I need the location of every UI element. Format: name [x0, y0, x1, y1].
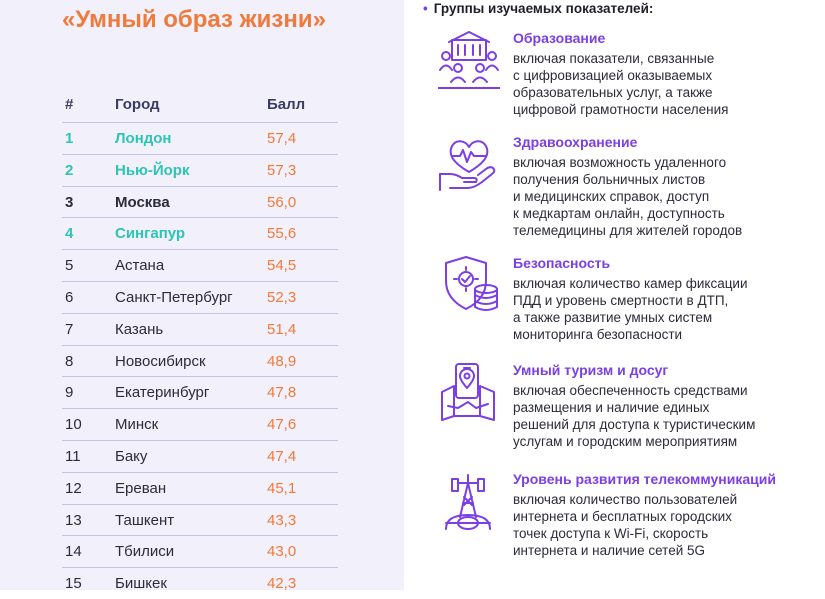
phone-map-pin-icon: [441, 363, 495, 421]
row-city: Казань: [115, 320, 164, 338]
row-num: 5: [65, 257, 74, 275]
table-row: 2 Нью-Йорк 57,3: [62, 153, 338, 186]
table-row: 13 Ташкент 43,3: [62, 503, 338, 536]
group-description: включая обеспеченность средствами размещ…: [513, 383, 756, 449]
row-num: 6: [65, 288, 74, 306]
row-num: 13: [65, 511, 82, 529]
row-score: 56,0: [267, 193, 297, 211]
row-score: 57,4: [267, 130, 297, 147]
row-city: Москва: [115, 193, 170, 211]
row-city: Новосибирск: [115, 352, 206, 370]
row-city: Баку: [115, 447, 148, 465]
row-score: 47,6: [267, 416, 297, 434]
groups-title-text: Группы изучаемых показателей:: [433, 1, 654, 16]
row-city: Нью-Йорк: [115, 161, 190, 179]
table-row: 11 Баку 47,4: [62, 439, 338, 472]
row-city: Минск: [115, 416, 159, 434]
row-score: 48,9: [267, 352, 297, 370]
row-score: 43,3: [267, 511, 297, 529]
row-num: 15: [65, 575, 82, 593]
group-title: Образование: [513, 30, 606, 46]
bullet-icon: •: [423, 1, 428, 16]
row-score: 47,8: [267, 384, 297, 402]
row-num: 2: [65, 161, 74, 179]
row-city: Лондон: [115, 130, 172, 147]
row-score: 51,4: [267, 320, 297, 338]
row-city: Екатеринбург: [115, 384, 210, 402]
row-score: 52,3: [267, 288, 297, 306]
table-row: 8 Новосибирск 48,9: [62, 344, 338, 377]
table-row: 7 Казань 51,4: [62, 312, 338, 345]
row-city: Ташкент: [115, 511, 175, 529]
row-num: 10: [65, 416, 82, 434]
row-num: 4: [65, 225, 74, 243]
group-description: включая показатели, связанные с цифровиз…: [513, 51, 729, 117]
group-telecom: Уровень развития телекоммуникаций включа…: [438, 471, 823, 571]
group-tourism: Умный туризм и досуг включая обеспеченно…: [438, 362, 823, 457]
row-num: 7: [65, 320, 74, 338]
table-row: 5 Астана 54,5: [62, 249, 338, 281]
ranking-panel: «Умный образ жизни» # Город Балл 1 Лондон…: [0, 0, 404, 592]
group-description: включая количество пользователей интерне…: [513, 492, 738, 558]
group-title: Здравоохранение: [513, 134, 638, 150]
row-city: Ереван: [115, 479, 167, 497]
shield-gear-coins-icon: [445, 256, 498, 311]
group-security: Безопасность включая количество камер фи…: [438, 255, 823, 350]
group-health: Здравоохранение включая возможность удал…: [438, 134, 823, 244]
table-row: 12 Ереван 45,1: [62, 471, 338, 504]
header-num: #: [65, 96, 74, 113]
table-row: 9 Екатеринбург 47,8: [62, 376, 338, 408]
table-row: 14 Тбилиси 43,0: [62, 535, 338, 567]
group-description: включая количество камер фиксации ПДД и …: [513, 276, 748, 342]
table-row: 15 Бишкек 42,3: [62, 567, 338, 599]
row-city: Астана: [115, 257, 165, 275]
group-title: Безопасность: [513, 255, 611, 271]
group-title: Умный туризм и досуг: [513, 362, 669, 378]
row-score: 55,6: [267, 225, 297, 243]
row-score: 57,3: [267, 161, 297, 179]
table-row: 6 Санкт-Петербург 52,3: [62, 280, 338, 313]
groups-title: • Группы изучаемых показателей:: [423, 1, 653, 16]
row-score: 43,0: [267, 543, 297, 561]
row-num: 14: [65, 543, 82, 561]
table-row: 10 Минск 47,6: [62, 408, 338, 440]
row-score: 54,5: [267, 257, 297, 275]
heart-hand-icon: [439, 140, 496, 191]
cell-tower-globe-icon: [445, 474, 491, 530]
group-education: Образование включая показатели, связанны…: [438, 30, 823, 125]
row-num: 1: [65, 130, 74, 147]
row-city: Санкт-Петербург: [115, 288, 233, 306]
row-num: 3: [65, 193, 74, 211]
row-score: 47,4: [267, 447, 297, 465]
header-city: Город: [115, 96, 160, 113]
row-num: 12: [65, 479, 82, 497]
table-row: 3 Москва 56,0: [62, 185, 338, 218]
table-row: 4 Сингапур 55,6: [62, 217, 338, 249]
row-city: Тбилиси: [115, 543, 175, 561]
row-score: 45,1: [267, 479, 297, 497]
row-city: Сингапур: [115, 225, 186, 243]
page-title: «Умный образ жизни»: [62, 6, 326, 33]
row-num: 11: [65, 447, 81, 465]
header-score: Балл: [267, 96, 306, 113]
row-score: 42,3: [267, 575, 297, 593]
group-title: Уровень развития телекоммуникаций: [513, 471, 776, 487]
row-num: 8: [65, 352, 74, 370]
group-description: включая возможность удаленного получения…: [513, 155, 743, 238]
table-header: # Город Балл: [62, 96, 338, 118]
row-num: 9: [65, 384, 74, 402]
table-row: 1 Лондон 57,4: [62, 122, 338, 154]
ranking-table: 1 Лондон 57,4 2 Нью-Йорк 57,3 3 Москва 56,0 4 С…: [62, 122, 338, 599]
education-building-people-icon: [438, 31, 500, 89]
row-city: Бишкек: [115, 575, 167, 593]
